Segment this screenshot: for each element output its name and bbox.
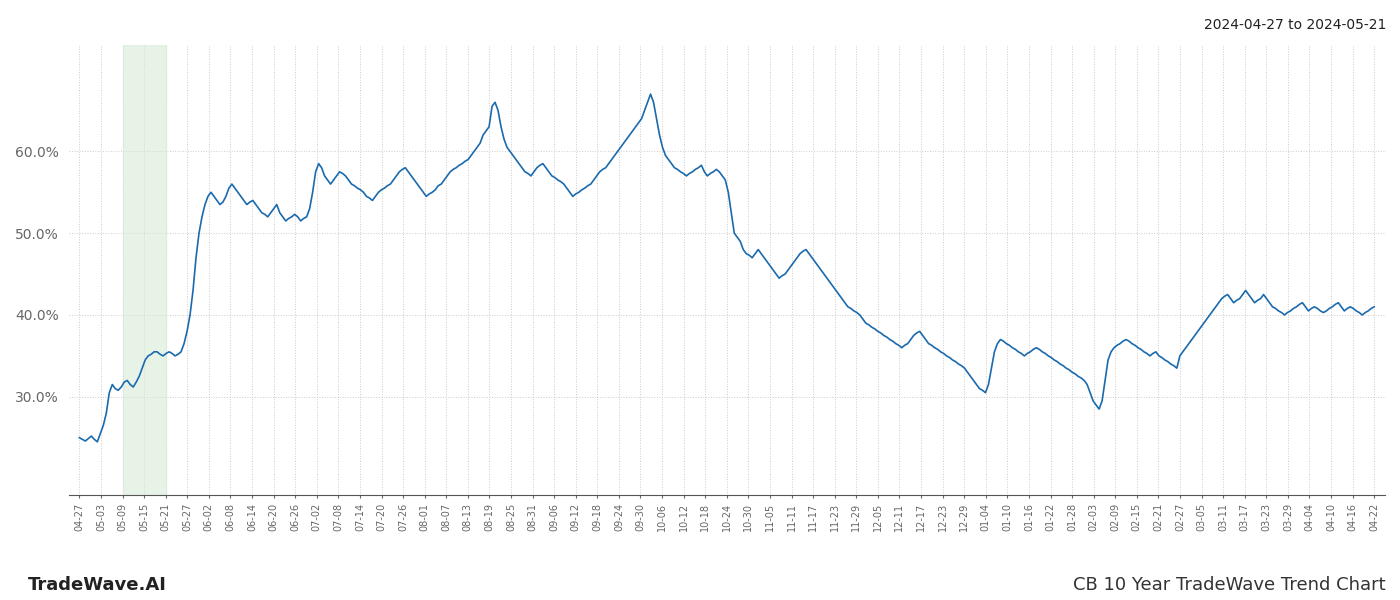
Bar <box>123 45 165 495</box>
Text: TradeWave.AI: TradeWave.AI <box>28 576 167 594</box>
Text: CB 10 Year TradeWave Trend Chart: CB 10 Year TradeWave Trend Chart <box>1074 576 1386 594</box>
Text: 2024-04-27 to 2024-05-21: 2024-04-27 to 2024-05-21 <box>1204 18 1386 32</box>
